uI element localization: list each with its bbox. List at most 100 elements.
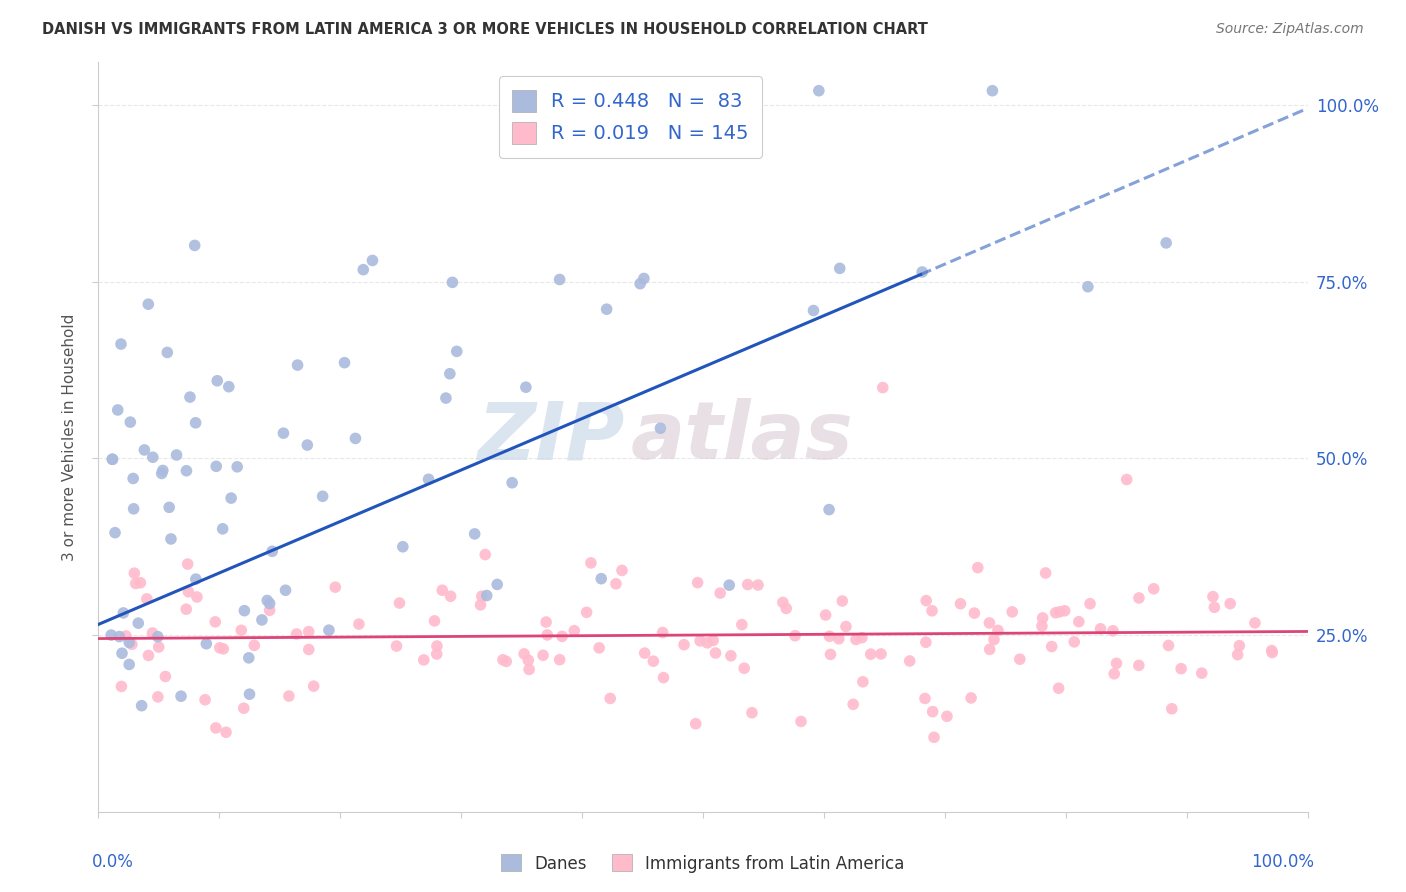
Point xyxy=(238,651,260,665)
Point xyxy=(352,262,374,277)
Point xyxy=(643,654,665,668)
Point xyxy=(591,572,613,586)
Point xyxy=(121,637,143,651)
Point xyxy=(104,525,127,540)
Point xyxy=(963,606,986,620)
Point xyxy=(495,655,517,669)
Y-axis label: 3 or more Vehicles in Household: 3 or more Vehicles in Household xyxy=(62,313,77,561)
Point xyxy=(1049,605,1071,619)
Point xyxy=(385,639,408,653)
Legend: R = 0.448   N =  83, R = 0.019   N = 145: R = 0.448 N = 83, R = 0.019 N = 145 xyxy=(499,76,762,158)
Point xyxy=(311,489,333,503)
Text: 100.0%: 100.0% xyxy=(1250,853,1313,871)
Point xyxy=(605,576,627,591)
Point xyxy=(211,522,233,536)
Point xyxy=(783,629,806,643)
Point xyxy=(426,639,449,653)
Point xyxy=(517,653,540,667)
Point xyxy=(966,560,988,574)
Text: 0.0%: 0.0% xyxy=(93,853,134,871)
Point xyxy=(536,628,558,642)
Point xyxy=(146,630,169,644)
Point xyxy=(231,624,253,638)
Point xyxy=(1202,590,1225,604)
Point xyxy=(333,356,356,370)
Point xyxy=(1102,624,1125,638)
Point xyxy=(129,575,152,590)
Point xyxy=(1001,605,1024,619)
Point xyxy=(262,544,284,558)
Point xyxy=(1063,635,1085,649)
Point xyxy=(1226,648,1249,662)
Point xyxy=(160,532,183,546)
Point xyxy=(1204,600,1226,615)
Point xyxy=(412,653,434,667)
Point xyxy=(492,653,515,667)
Point xyxy=(347,617,370,632)
Point xyxy=(960,690,983,705)
Point xyxy=(548,653,571,667)
Point xyxy=(979,642,1001,657)
Point xyxy=(118,657,141,672)
Point xyxy=(156,345,179,359)
Point xyxy=(1040,640,1063,654)
Point xyxy=(531,648,554,663)
Point xyxy=(872,381,894,395)
Point xyxy=(101,452,124,467)
Point xyxy=(302,679,325,693)
Point xyxy=(179,390,201,404)
Point xyxy=(100,628,122,642)
Point xyxy=(298,624,321,639)
Point xyxy=(150,467,173,481)
Point xyxy=(983,632,1005,647)
Point xyxy=(1031,619,1053,633)
Point xyxy=(1157,639,1180,653)
Point xyxy=(1090,622,1112,636)
Point xyxy=(277,689,299,703)
Point xyxy=(914,691,936,706)
Point xyxy=(851,631,873,645)
Point xyxy=(464,527,486,541)
Point xyxy=(852,674,875,689)
Point xyxy=(184,416,207,430)
Point xyxy=(125,576,148,591)
Point xyxy=(176,464,198,478)
Point xyxy=(696,636,718,650)
Point xyxy=(1077,279,1099,293)
Point xyxy=(170,689,193,703)
Point xyxy=(1032,611,1054,625)
Point xyxy=(243,638,266,652)
Point xyxy=(122,471,145,485)
Point xyxy=(921,604,943,618)
Point xyxy=(921,705,943,719)
Point xyxy=(650,421,672,435)
Point xyxy=(256,593,278,607)
Point xyxy=(470,598,492,612)
Point xyxy=(718,578,741,592)
Point xyxy=(219,491,242,505)
Point xyxy=(515,380,537,394)
Point xyxy=(987,624,1010,638)
Point xyxy=(1219,597,1241,611)
Point xyxy=(1128,658,1150,673)
Point xyxy=(184,572,207,586)
Point xyxy=(152,463,174,477)
Point xyxy=(423,614,446,628)
Point xyxy=(911,265,934,279)
Point xyxy=(709,586,731,600)
Point xyxy=(204,615,226,629)
Point xyxy=(120,415,142,429)
Point xyxy=(112,606,135,620)
Point xyxy=(818,502,841,516)
Point xyxy=(1154,235,1177,250)
Point xyxy=(118,635,141,649)
Point xyxy=(148,640,170,654)
Point xyxy=(297,438,319,452)
Point xyxy=(1170,662,1192,676)
Point xyxy=(287,358,309,372)
Point xyxy=(720,648,742,663)
Point xyxy=(155,669,177,683)
Point xyxy=(922,731,945,745)
Point xyxy=(166,448,188,462)
Point xyxy=(1105,657,1128,671)
